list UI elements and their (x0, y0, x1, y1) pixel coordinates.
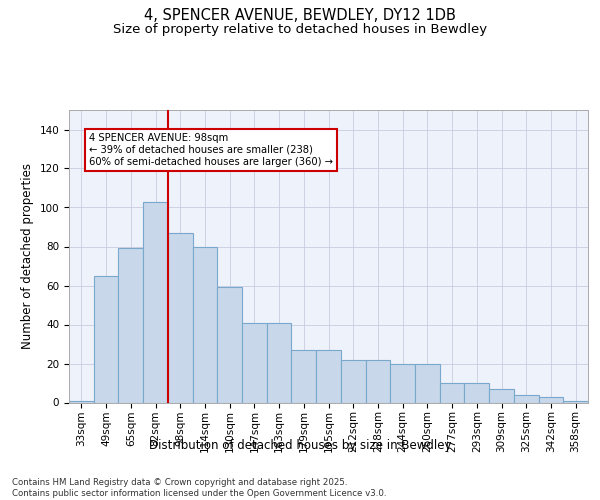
Bar (267, 322, 292, 402)
Bar (464, 383, 489, 402)
Text: 4, SPENCER AVENUE, BEWDLEY, DY12 1DB: 4, SPENCER AVENUE, BEWDLEY, DY12 1DB (144, 8, 456, 22)
Bar (193, 246, 217, 402)
Bar (292, 350, 316, 403)
Bar (489, 389, 514, 402)
Bar (168, 233, 193, 402)
Bar (242, 322, 267, 402)
Bar (69, 400, 94, 402)
Text: Contains HM Land Registry data © Crown copyright and database right 2025.
Contai: Contains HM Land Registry data © Crown c… (12, 478, 386, 498)
Bar (217, 288, 242, 403)
Text: Distribution of detached houses by size in Bewdley: Distribution of detached houses by size … (149, 440, 451, 452)
Bar (365, 360, 390, 403)
Bar (316, 350, 341, 403)
Bar (415, 364, 440, 403)
Bar (143, 202, 168, 402)
Bar (514, 394, 539, 402)
Bar (118, 248, 143, 402)
Y-axis label: Number of detached properties: Number of detached properties (21, 163, 34, 349)
Bar (539, 396, 563, 402)
Bar (94, 276, 118, 402)
Bar (390, 364, 415, 403)
Bar (440, 383, 464, 402)
Bar (341, 360, 365, 403)
Text: Size of property relative to detached houses in Bewdley: Size of property relative to detached ho… (113, 22, 487, 36)
Bar (563, 400, 588, 402)
Text: 4 SPENCER AVENUE: 98sqm
← 39% of detached houses are smaller (238)
60% of semi-d: 4 SPENCER AVENUE: 98sqm ← 39% of detache… (89, 134, 333, 166)
